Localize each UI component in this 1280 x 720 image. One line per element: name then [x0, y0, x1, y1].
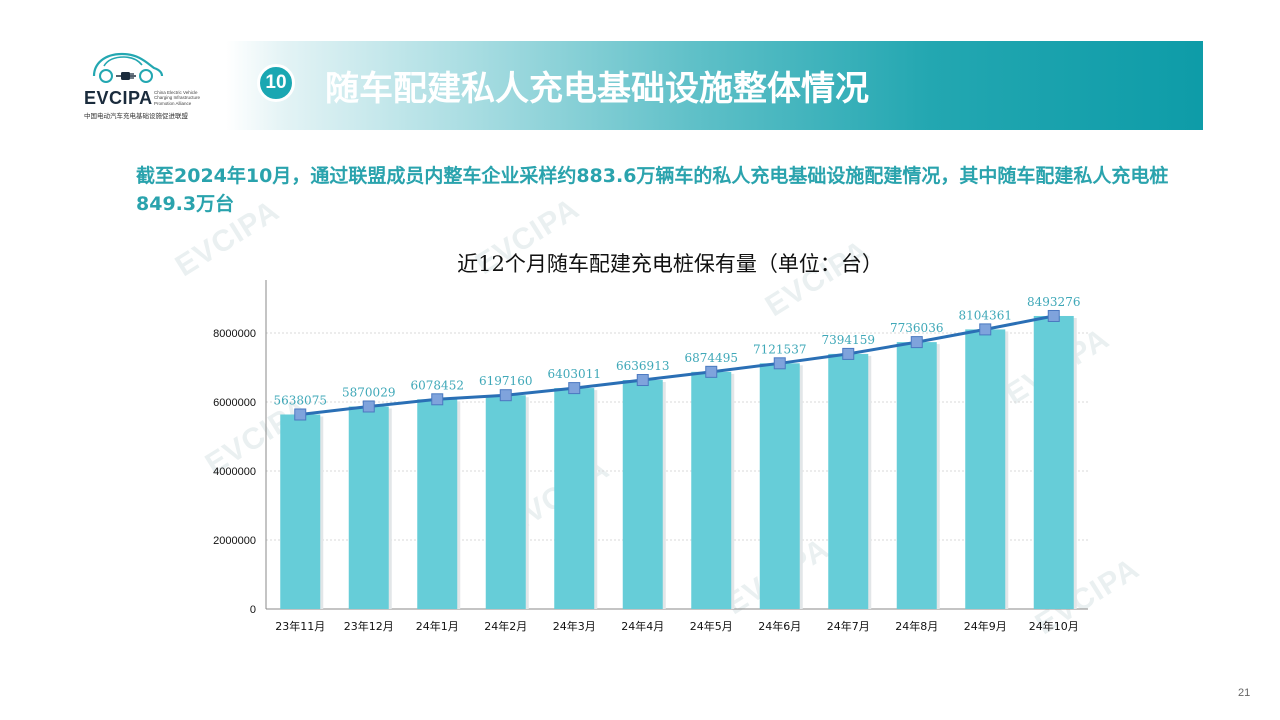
- bar: [622, 380, 663, 609]
- data-point-marker: [499, 389, 512, 402]
- bar: [417, 399, 458, 609]
- bar: [1033, 315, 1074, 609]
- bar: [896, 342, 937, 609]
- section-banner: 10 随车配建私人充电基础设施整体情况: [226, 41, 1203, 130]
- page-number: 21: [1238, 687, 1251, 699]
- data-label: 6197160: [479, 374, 532, 388]
- data-point-marker: [1047, 309, 1060, 322]
- x-tick-label: 23年12月: [344, 619, 394, 633]
- y-tick-label: 8000000: [213, 328, 256, 340]
- bar: [759, 363, 800, 609]
- trend-line: [300, 314, 1055, 416]
- ev-car-plug-icon: [92, 52, 164, 83]
- data-point-marker: [773, 357, 786, 370]
- evcipa-logo: EVCIPA China Electric Vehicle Charging I…: [80, 46, 220, 122]
- x-tick-label: 24年8月: [895, 619, 938, 633]
- bar: [348, 406, 389, 609]
- data-point-marker: [910, 336, 923, 349]
- data-label: 6403011: [548, 367, 601, 381]
- section-number-badge: 10: [257, 64, 295, 102]
- data-point-marker: [842, 347, 855, 360]
- x-tick-label: 24年1月: [416, 619, 459, 633]
- data-label: 6636913: [616, 359, 669, 373]
- data-label: 7394159: [822, 333, 875, 347]
- data-label: 6874495: [685, 351, 738, 365]
- logo-wordmark: EVCIPA: [84, 88, 153, 108]
- section-title: 随车配建私人充电基础设施整体情况: [325, 69, 869, 109]
- data-point-marker: [294, 408, 307, 421]
- data-point-marker: [979, 323, 992, 336]
- logo-subtitle-en: China Electric Vehicle Charging Infrastr…: [154, 90, 201, 106]
- x-tick-label: 24年4月: [621, 619, 664, 633]
- x-tick-label: 23年11月: [275, 619, 325, 633]
- data-point-marker: [636, 374, 649, 387]
- y-tick-label: 6000000: [213, 397, 256, 409]
- data-label: 8493276: [1027, 295, 1080, 309]
- bar: [691, 371, 732, 609]
- y-tick-label: 2000000: [213, 535, 256, 547]
- data-label: 8104361: [959, 308, 1012, 322]
- data-point-marker: [431, 393, 444, 406]
- data-label: 5638075: [274, 393, 327, 407]
- bar: [554, 388, 595, 609]
- x-tick-label: 24年6月: [758, 619, 801, 633]
- y-tick-label: 4000000: [213, 466, 256, 478]
- x-tick-label: 24年2月: [484, 619, 527, 633]
- data-point-marker: [362, 400, 375, 413]
- data-point-marker: [568, 382, 581, 395]
- x-tick-label: 24年9月: [964, 619, 1007, 633]
- bar: [828, 353, 869, 609]
- bar: [485, 395, 526, 609]
- summary-text: 截至2024年10月，通过联盟成员内整车企业采样约883.6万辆车的私人充电基础…: [136, 165, 1169, 215]
- logo-subtitle-cn: 中国电动汽车充电基础设施促进联盟: [84, 112, 188, 120]
- chart-title: 近12个月随车配建充电桩保有量（单位：台）: [457, 252, 883, 276]
- y-tick-label: 0: [250, 604, 256, 616]
- data-label: 7736036: [890, 321, 943, 335]
- bar: [280, 414, 321, 609]
- data-label: 7121537: [753, 342, 806, 356]
- x-tick-label: 24年10月: [1029, 619, 1079, 633]
- x-tick-label: 24年3月: [553, 619, 596, 633]
- x-tick-label: 24年5月: [690, 619, 733, 633]
- data-label: 5870029: [342, 385, 395, 399]
- x-tick-label: 24年7月: [827, 619, 870, 633]
- bar: [965, 329, 1006, 609]
- data-point-marker: [705, 365, 718, 378]
- data-label: 6078452: [411, 378, 464, 392]
